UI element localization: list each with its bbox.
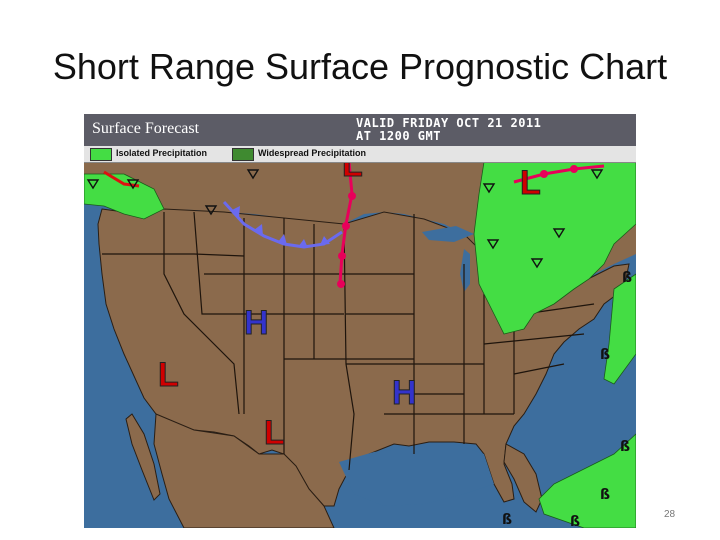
- precip-northwest: [84, 173, 165, 220]
- slide-title: Short Range Surface Prognostic Chart: [52, 46, 668, 87]
- map-canvas: ß ß ß ß ß ß L L L L H H: [84, 114, 636, 528]
- gulf-of-mexico: [339, 444, 494, 506]
- legend-label-isolated: Isolated Precipitation: [116, 148, 208, 158]
- precip-southeast: [538, 433, 636, 528]
- map-title: Surface Forecast: [92, 120, 200, 137]
- svg-text:ß: ß: [502, 512, 512, 528]
- svg-text:ß: ß: [622, 270, 632, 286]
- valid-time: VALID FRIDAY OCT 21 2011 AT 1200 GMT: [356, 117, 541, 143]
- legend-swatch-isolated: [90, 148, 112, 161]
- legend-label-widespread: Widespread Precipitation: [258, 148, 366, 158]
- svg-text:ß: ß: [600, 487, 610, 503]
- baja-peninsula: [125, 413, 161, 501]
- low-pressure-southwest: L: [158, 356, 179, 394]
- isolated-precipitation-areas: [84, 161, 636, 528]
- lake-michigan: [460, 249, 470, 292]
- map-header-bar: [84, 114, 636, 146]
- shower-symbols: [86, 169, 604, 269]
- precip-northeast: [473, 161, 636, 335]
- warm-fronts: [103, 161, 605, 288]
- high-pressure-rockies: H: [244, 304, 269, 342]
- low-pressure-mexico: L: [264, 414, 285, 452]
- thunderstorm-symbols: ß ß ß ß ß ß: [502, 270, 632, 528]
- svg-text:ß: ß: [600, 347, 610, 363]
- svg-text:ß: ß: [620, 439, 630, 455]
- precip-atlantic: [603, 273, 636, 385]
- lake-superior: [422, 226, 474, 242]
- high-pressure-south-central: H: [392, 374, 417, 412]
- cold-front: [222, 200, 343, 249]
- legend-swatch-widespread: [232, 148, 254, 161]
- mexico-landmass: [153, 413, 335, 528]
- surface-forecast-map: ß ß ß ß ß ß L L L L H H Surface Forecast…: [84, 114, 636, 528]
- page-number: 28: [664, 509, 676, 520]
- valid-time-line2: AT 1200 GMT: [356, 129, 441, 143]
- low-pressure-great-lakes: L: [520, 164, 541, 202]
- valid-time-line1: VALID FRIDAY OCT 21 2011: [356, 116, 542, 130]
- svg-text:ß: ß: [570, 514, 580, 528]
- florida: [503, 443, 543, 513]
- map-header: Surface Forecast VALID FRIDAY OCT 21 201…: [84, 114, 636, 163]
